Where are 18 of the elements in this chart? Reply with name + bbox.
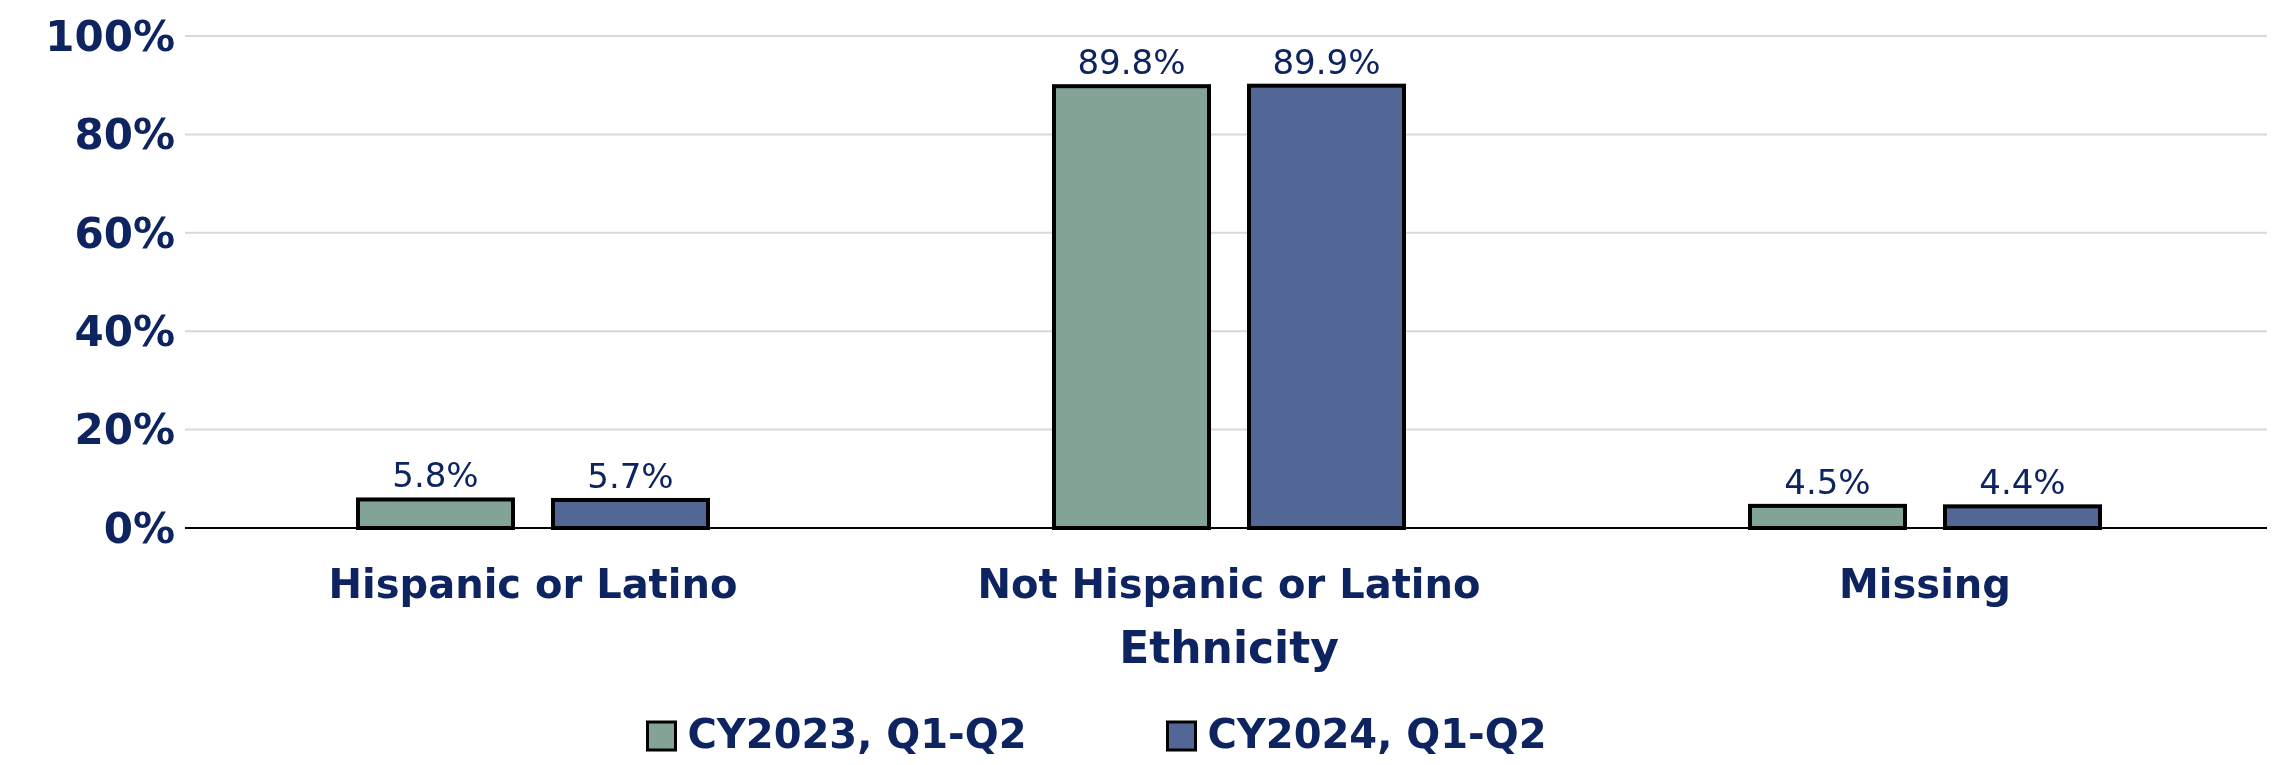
text: 89.8% (1077, 42, 1186, 83)
text: 5.8% (392, 455, 479, 496)
y-tick-label: 80% (74, 110, 175, 160)
text: 89.9% (1272, 41, 1381, 82)
x-axis-title: Ethnicity (1119, 622, 1339, 673)
y-tick-label: 40% (74, 306, 175, 356)
x-tick-label: Hispanic or Latino (328, 561, 738, 607)
text: 4.5% (1784, 461, 1871, 502)
x-tick-label: Missing (1839, 561, 2011, 607)
legend-label: CY2023, Q1-Q2 (687, 711, 1027, 757)
text: 5.7% (587, 455, 674, 496)
y-tick-label: 0% (103, 503, 175, 553)
x-tick-label: Not Hispanic or Latino (977, 561, 1481, 607)
y-tick-label: 100% (45, 11, 175, 61)
y-tick-label: 20% (74, 405, 175, 455)
legend-label: CY2024, Q1-Q2 (1207, 711, 1547, 757)
text: 4.4% (1979, 462, 2066, 503)
y-tick-label: 60% (74, 208, 175, 258)
